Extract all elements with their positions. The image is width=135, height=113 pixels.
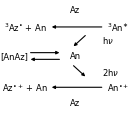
Text: $^3$Az$^{\bullet}$ + An: $^3$Az$^{\bullet}$ + An: [4, 22, 47, 34]
Text: Az: Az: [70, 6, 80, 14]
Text: [AnAz]: [AnAz]: [1, 52, 28, 61]
Text: An$^{\bullet+}$: An$^{\bullet+}$: [107, 82, 129, 93]
Text: 2h$\nu$: 2h$\nu$: [102, 67, 119, 77]
Text: $^3$An$^{\ast}$: $^3$An$^{\ast}$: [107, 22, 129, 34]
Text: h$\nu$: h$\nu$: [102, 34, 114, 45]
Text: Az: Az: [70, 99, 80, 107]
Text: Az$^{\bullet+}$ + An: Az$^{\bullet+}$ + An: [2, 82, 48, 93]
Text: An: An: [70, 52, 81, 61]
